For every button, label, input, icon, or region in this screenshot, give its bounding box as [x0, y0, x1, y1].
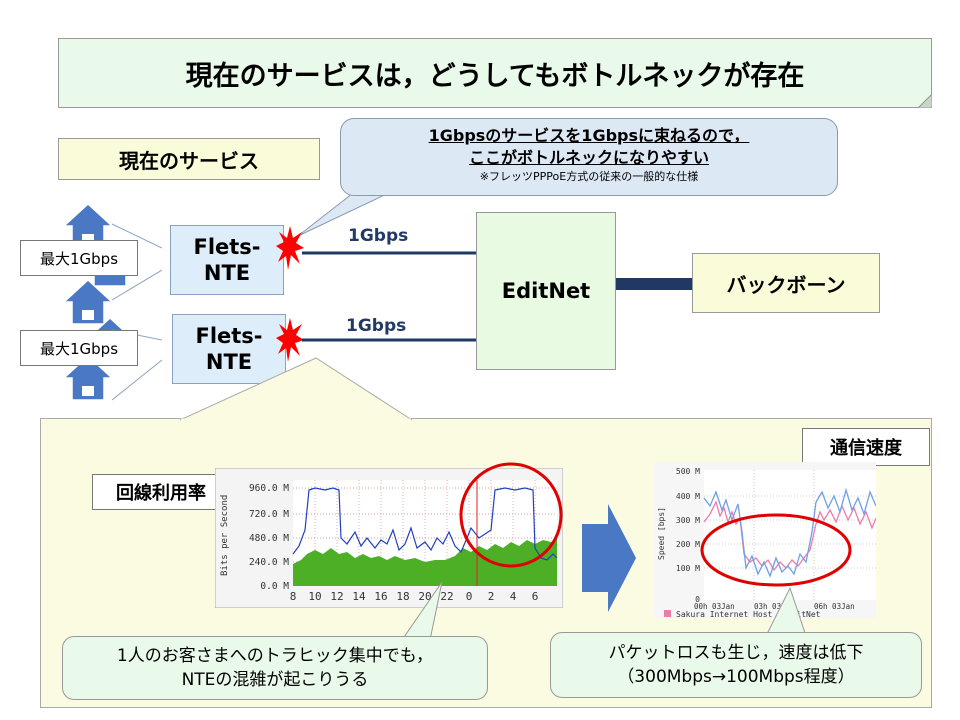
highlight-circle-left [459, 462, 563, 568]
bubble-tail-right [765, 586, 807, 637]
y-tick-label: 0 [695, 595, 700, 604]
congestion-burst-icon [276, 318, 304, 362]
house-icon [62, 278, 114, 325]
legend-label: Sakura Internet Host - EditNet [676, 610, 821, 618]
max-speed-label-1: 最大1Gbps [20, 240, 138, 276]
page-title: 現在のサービスは，どうしてもボトルネックが存在 [58, 38, 932, 108]
x-tick-label: 20 [418, 590, 431, 603]
x-tick-label: 0 [466, 590, 473, 603]
y-axis-label: Bits per Second [220, 495, 230, 576]
max-speed-label-2: 最大1Gbps [20, 330, 138, 366]
house-icon [62, 354, 114, 401]
x-tick-label: 22 [440, 590, 453, 603]
y-tick-label: 480.0 M [249, 533, 289, 544]
callout-line-2: ここがボトルネックになりやすい [468, 148, 709, 167]
backbone-link [616, 278, 694, 290]
y-axis-label: Speed [bps] [657, 507, 666, 560]
backbone-box: バックボーン [692, 253, 880, 313]
speed-graph: 500 M 400 M 300 M 200 M 100 M 0 Speed [b… [654, 462, 876, 618]
y-tick-label: 960.0 M [249, 483, 289, 494]
nte-label-line-1: Flets- [193, 235, 261, 259]
x-tick-label: 2 [488, 590, 495, 603]
y-tick-label: 200 M [676, 540, 700, 549]
y-tick-label: 240.0 M [249, 557, 289, 568]
link-speed-label-top: 1Gbps [348, 226, 409, 246]
x-tick-label: 00h 03Jan [694, 602, 735, 611]
editnet-box: EditNet [476, 212, 616, 370]
user-houses [62, 202, 162, 401]
x-tick-label: 14 [352, 590, 366, 603]
y-tick-label: 500 M [676, 467, 700, 476]
nte-box-top: Flets- NTE [170, 225, 284, 295]
panel-pointer [180, 357, 413, 421]
x-tick-label: 6 [532, 590, 539, 603]
x-tick-label: 8 [290, 590, 297, 603]
link-speed-label-bottom: 1Gbps [346, 316, 407, 336]
x-tick-label: 4 [510, 590, 517, 603]
speed-line-blue [703, 487, 876, 578]
speed-note-bubble: パケットロスも生じ，速度は低下 （300Mbps→100Mbps程度） [550, 632, 922, 698]
utilization-title: 回線利用率 [92, 474, 230, 510]
right-arrow-icon [582, 504, 636, 612]
callout-note: ※フレッツPPPoE方式の従来の一般的な仕様 [479, 170, 699, 183]
bubble-line-1: 1人のお客さまへのトラヒック集中でも， [116, 646, 434, 666]
x-tick-label: 03h 03Jan [754, 602, 795, 611]
y-tick-label: 400 M [676, 492, 700, 501]
bubble-line-2: （300Mbps→100Mbps程度） [617, 667, 855, 687]
bottleneck-callout: 1Gbpsのサービスを1Gbpsに束ねるので， ここがボトルネックになりやすい … [340, 118, 838, 196]
callout-line-1: 1Gbpsのサービスを1Gbpsに束ねるので， [428, 126, 750, 145]
nte-label-line-2: NTE [205, 350, 253, 374]
bubble-line-2: NTEの混雑が起こりうる [181, 670, 369, 690]
nte-label-line-1: Flets- [195, 324, 263, 348]
utilization-line [292, 487, 558, 561]
utilization-area [293, 538, 557, 586]
y-tick-label: 300 M [676, 516, 700, 525]
utilization-graph: 960.0 M 720.0 M 480.0 M 240.0 M 0.0 M Bi… [215, 468, 563, 608]
bubble-line-1: パケットロスも生じ，速度は低下 [608, 643, 864, 663]
x-tick-label: 12 [330, 590, 343, 603]
highlight-circle-right [700, 513, 852, 587]
y-tick-label: 0.0 M [260, 581, 289, 592]
nte-box-bottom: Flets- NTE [172, 314, 286, 384]
legend-swatch [664, 610, 671, 617]
y-tick-label: 720.0 M [249, 509, 289, 520]
x-tick-label: 18 [396, 590, 409, 603]
x-tick-label: 06h 03Jan [814, 602, 855, 611]
bubble-tail-left [401, 581, 443, 641]
congestion-burst-icon [276, 226, 304, 270]
speed-title: 通信速度 [802, 428, 930, 466]
x-tick-label: 16 [374, 590, 387, 603]
network-links [302, 251, 694, 342]
nte-label-line-2: NTE [203, 261, 251, 285]
x-tick-label: 10 [308, 590, 321, 603]
y-tick-label: 100 M [676, 564, 700, 573]
current-service-label: 現在のサービス [58, 138, 320, 180]
folded-corner-icon [918, 94, 932, 108]
traffic-note-bubble: 1人のお客さまへのトラヒック集中でも， NTEの混雑が起こりうる [62, 636, 488, 700]
